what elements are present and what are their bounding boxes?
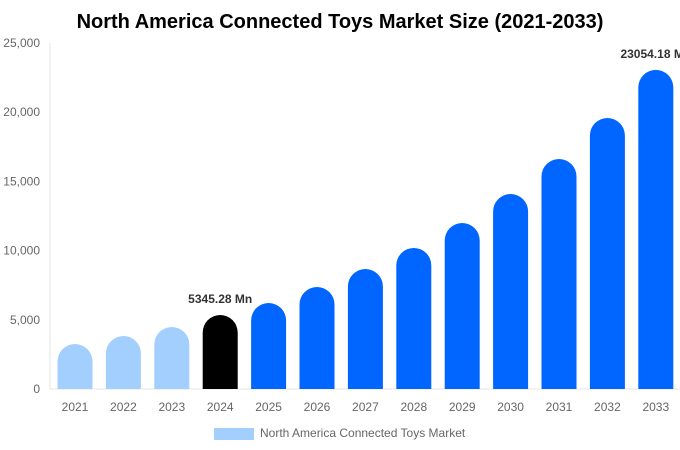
y-tick-label: 10,000 (3, 244, 40, 258)
bar-2033[interactable] (638, 69, 674, 389)
legend-label[interactable]: North America Connected Toys Market (260, 426, 466, 440)
bar-2031[interactable] (541, 159, 577, 389)
x-tick-label: 2030 (497, 400, 524, 414)
y-tick-label: 15,000 (3, 174, 40, 188)
x-tick-label: 2024 (207, 400, 234, 414)
x-tick-label: 2033 (642, 400, 669, 414)
bar-2024[interactable] (202, 315, 238, 389)
y-tick-label: 20,000 (3, 105, 40, 119)
bar-2032[interactable] (589, 118, 625, 389)
data-label: 23054.18 Mn (620, 47, 680, 61)
x-tick-label: 2025 (255, 400, 282, 414)
x-tick-label: 2032 (594, 400, 621, 414)
bar-2023[interactable] (154, 326, 190, 389)
chart-title: North America Connected Toys Market Size… (77, 11, 604, 33)
x-tick-label: 2027 (352, 400, 379, 414)
y-tick-label: 25,000 (3, 36, 40, 50)
data-label: 5345.28 Mn (188, 292, 252, 306)
bar-2026[interactable] (299, 286, 335, 389)
bar-2028[interactable] (396, 247, 432, 389)
bar-2030[interactable] (493, 194, 529, 389)
x-tick-label: 2029 (449, 400, 476, 414)
x-tick-label: 2023 (158, 400, 185, 414)
bar-2021[interactable] (57, 344, 93, 389)
y-tick-label: 0 (33, 382, 40, 396)
y-tick-label: 5,000 (10, 313, 40, 327)
x-tick-label: 2031 (546, 400, 573, 414)
bar-2025[interactable] (251, 303, 287, 389)
x-tick-label: 2022 (110, 400, 137, 414)
bar-2022[interactable] (105, 336, 141, 389)
x-tick-label: 2026 (304, 400, 331, 414)
legend-swatch[interactable] (214, 428, 254, 440)
x-tick-label: 2028 (400, 400, 427, 414)
x-tick-label: 2021 (62, 400, 89, 414)
bar-2029[interactable] (444, 223, 480, 389)
bar-2027[interactable] (347, 269, 383, 389)
